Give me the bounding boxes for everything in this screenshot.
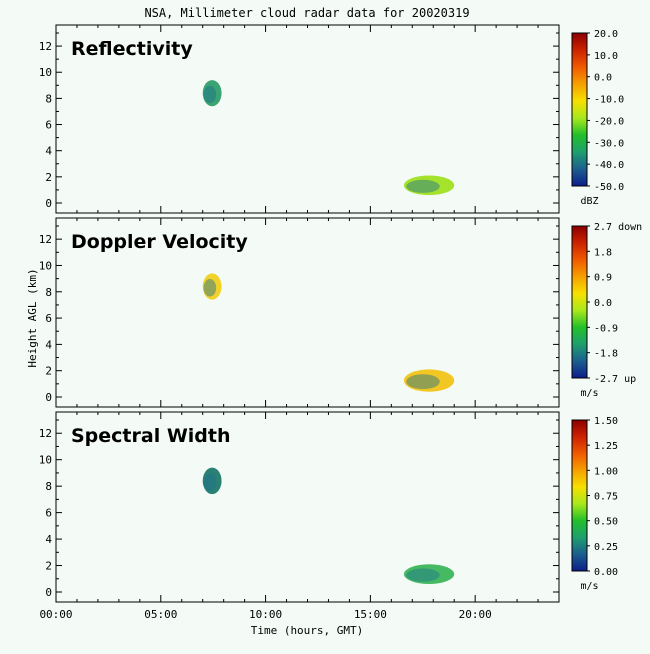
y-tick-label: 8 — [45, 92, 52, 105]
x-tick-label: 20:00 — [459, 608, 492, 621]
colorbar-tick-label: 0.25 — [594, 542, 618, 553]
upper-cloud — [202, 467, 222, 495]
colorbar-tick-label: -1.8 — [594, 349, 618, 360]
y-tick-label: 12 — [39, 40, 52, 53]
y-tick-label: 2 — [45, 560, 52, 573]
y-tick-label: 2 — [45, 365, 52, 378]
panel-3: 0 2 4 6 8 10 12 Spectral Width 1.50 1.25 1.00 0.75 0… — [39, 411, 618, 603]
colorbar-tick-label: 0.75 — [594, 492, 618, 503]
colorbar-tick-label: 0.0 — [594, 298, 612, 309]
panel-2: 0 2 4 6 8 10 12 Doppler Velocity 2.7 down 1.8 0.9 0… — [39, 217, 642, 408]
upper-cloud — [202, 80, 222, 107]
colorbar-tick-label: -20.0 — [594, 116, 624, 127]
y-axis-label: Height AGL (km) — [26, 268, 39, 367]
upper-cloud-core — [203, 85, 217, 104]
x-tick-label: 00:00 — [39, 608, 72, 621]
y-tick-label: 12 — [39, 427, 52, 440]
x-tick-label: 15:00 — [354, 608, 387, 621]
upper-cloud-core — [203, 473, 217, 492]
colorbar-tick-label: 0.9 — [594, 273, 612, 284]
y-tick-label: 10 — [39, 454, 52, 467]
colorbar-unit: m/s — [580, 388, 598, 399]
colorbar-tick-label: 1.8 — [594, 247, 612, 258]
colorbar-tick-label: -30.0 — [594, 138, 624, 149]
y-tick-label: 10 — [39, 259, 52, 272]
y-tick-label: 8 — [45, 286, 52, 299]
colorbar-tick-label: 0.0 — [594, 73, 612, 84]
colorbar-tick-label: -40.0 — [594, 160, 624, 171]
upper-cloud — [202, 273, 222, 300]
y-tick-label: 6 — [45, 119, 52, 132]
lower-cloud — [403, 369, 455, 392]
colorbar-tick-label: 0.50 — [594, 517, 618, 528]
upper-cloud-core — [203, 279, 217, 297]
lower-cloud — [403, 564, 455, 585]
colorbar — [571, 225, 588, 379]
colorbar-tick-label: 10.0 — [594, 51, 618, 62]
chart-title: NSA, Millimeter cloud radar data for 200… — [144, 6, 469, 20]
y-tick-label: 0 — [45, 586, 52, 599]
y-tick-label: 8 — [45, 480, 52, 493]
panel-title: Doppler Velocity — [71, 231, 248, 253]
lower-cloud — [403, 175, 455, 196]
x-axis-label: Time (hours, GMT) — [251, 624, 364, 637]
y-tick-label: 0 — [45, 391, 52, 404]
panel-title: Reflectivity — [71, 38, 193, 60]
y-tick-label: 6 — [45, 312, 52, 325]
lower-cloud-core — [406, 374, 440, 390]
colorbar — [571, 32, 588, 187]
y-tick-label: 10 — [39, 66, 52, 79]
y-tick-label: 4 — [45, 533, 52, 546]
lower-cloud-core — [406, 179, 440, 193]
lower-cloud-core — [406, 568, 440, 582]
y-tick-label: 2 — [45, 171, 52, 184]
y-tick-label: 4 — [45, 145, 52, 158]
colorbar-tick-label: -10.0 — [594, 95, 624, 106]
colorbar-tick-label: 2.7 down — [594, 222, 642, 233]
colorbar-unit: m/s — [580, 581, 598, 592]
colorbar-tick-label: 0.00 — [594, 567, 618, 578]
x-tick-label: 10:00 — [249, 608, 282, 621]
colorbar-tick-label: -50.0 — [594, 182, 624, 193]
colorbar-tick-label: 1.50 — [594, 416, 618, 427]
colorbar-tick-label: 20.0 — [594, 29, 618, 40]
y-tick-label: 12 — [39, 233, 52, 246]
colorbar-unit: dBZ — [580, 196, 598, 207]
x-tick-label: 05:00 — [144, 608, 177, 621]
colorbar-tick-label: 1.00 — [594, 466, 618, 477]
y-tick-label: 6 — [45, 507, 52, 520]
panel-1: 0 2 4 6 8 10 12 Reflectivity 20.0 10.0 0.0 -10.0 -20… — [39, 24, 624, 214]
colorbar-tick-label: 1.25 — [594, 441, 618, 452]
y-tick-label: 4 — [45, 338, 52, 351]
panel-title: Spectral Width — [71, 425, 231, 447]
colorbar — [571, 419, 588, 572]
colorbar-tick-label: -0.9 — [594, 323, 618, 334]
colorbar-tick-label: -2.7 up — [594, 374, 636, 385]
y-tick-label: 0 — [45, 197, 52, 210]
